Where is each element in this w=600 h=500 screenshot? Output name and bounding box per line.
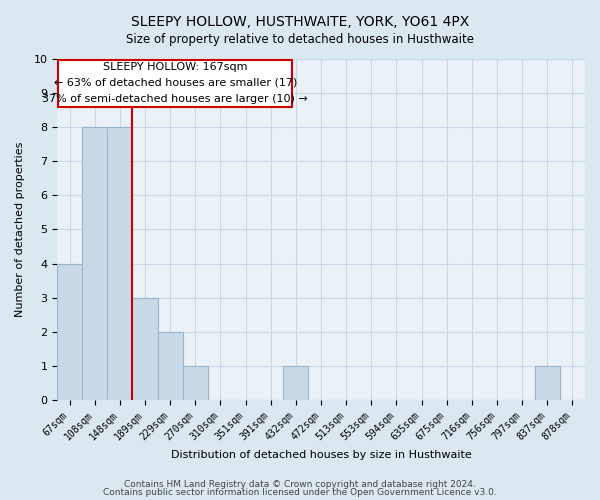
Text: ← 63% of detached houses are smaller (17): ← 63% of detached houses are smaller (17… — [53, 78, 297, 88]
Bar — [535, 366, 560, 400]
X-axis label: Distribution of detached houses by size in Husthwaite: Distribution of detached houses by size … — [170, 450, 472, 460]
FancyBboxPatch shape — [58, 60, 292, 108]
Text: 37% of semi-detached houses are larger (10) →: 37% of semi-detached houses are larger (… — [43, 94, 308, 104]
Bar — [82, 127, 107, 400]
Bar — [283, 366, 308, 400]
Y-axis label: Number of detached properties: Number of detached properties — [15, 142, 25, 317]
Text: Contains public sector information licensed under the Open Government Licence v3: Contains public sector information licen… — [103, 488, 497, 497]
Bar — [158, 332, 183, 400]
Text: SLEEPY HOLLOW, HUSTHWAITE, YORK, YO61 4PX: SLEEPY HOLLOW, HUSTHWAITE, YORK, YO61 4P… — [131, 15, 469, 29]
Bar — [57, 264, 82, 400]
Bar — [183, 366, 208, 400]
Text: Size of property relative to detached houses in Husthwaite: Size of property relative to detached ho… — [126, 32, 474, 46]
Text: Contains HM Land Registry data © Crown copyright and database right 2024.: Contains HM Land Registry data © Crown c… — [124, 480, 476, 489]
Bar — [133, 298, 158, 400]
Text: SLEEPY HOLLOW: 167sqm: SLEEPY HOLLOW: 167sqm — [103, 62, 247, 72]
Bar — [107, 127, 133, 400]
